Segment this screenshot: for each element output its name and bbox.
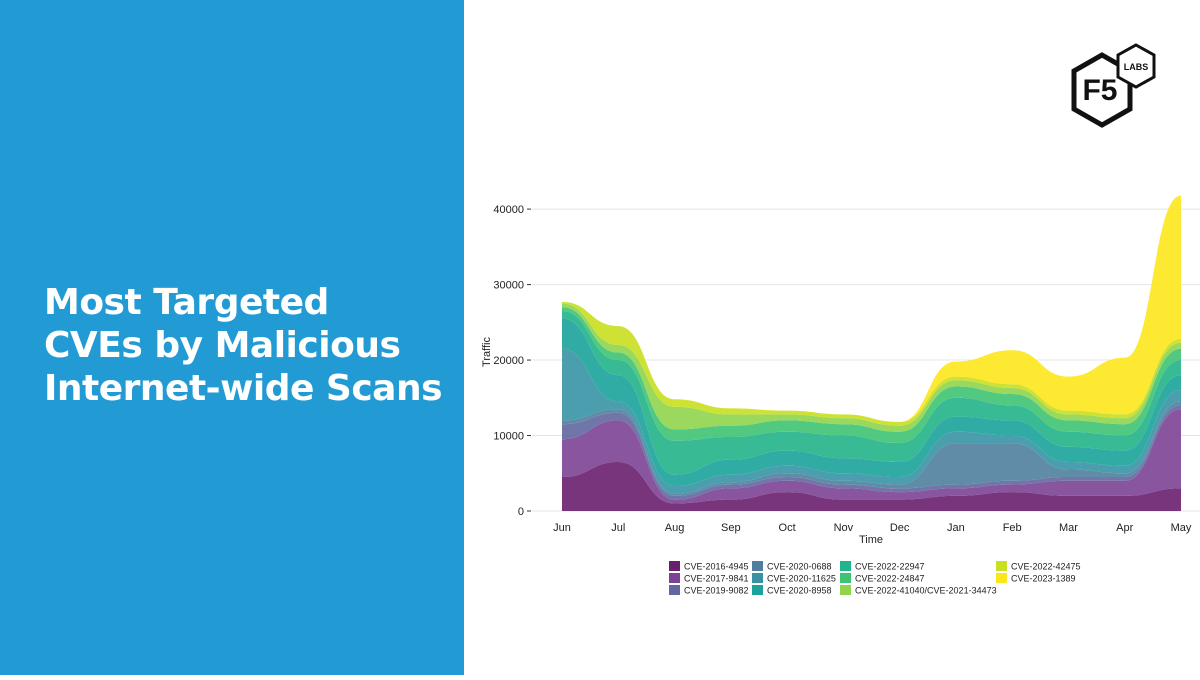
- legend-swatch: [752, 585, 763, 595]
- x-tick-label: Jul: [611, 522, 625, 534]
- x-tick-label: Dec: [890, 522, 910, 534]
- legend-swatch: [840, 573, 851, 583]
- stream-cve-2023-1389: [562, 195, 1181, 422]
- legend-swatch: [752, 561, 763, 571]
- legend-label: CVE-2019-9082: [684, 586, 749, 596]
- stream-cve-2022-22947: [562, 310, 1181, 475]
- x-tick-label: Feb: [1003, 522, 1022, 534]
- legend-label: CVE-2020-0688: [767, 562, 832, 572]
- f5-labs-logo: F5 LABS: [1071, 43, 1156, 128]
- legend-label: CVE-2022-22947: [855, 562, 925, 572]
- y-tick-label: 40000: [493, 204, 524, 216]
- legend-label: CVE-2022-24847: [855, 574, 925, 584]
- legend-swatch: [996, 573, 1007, 583]
- x-tick-label: May: [1171, 522, 1192, 534]
- legend-label: CVE-2023-1389: [1011, 574, 1076, 584]
- legend-swatch: [669, 561, 680, 571]
- legend-label: CVE-2022-41040/CVE-2021-34473: [855, 586, 997, 596]
- stream-cve-2016-4945: [562, 461, 1181, 511]
- title-panel: Most Targeted CVEs by Malicious Internet…: [0, 0, 464, 675]
- legend-swatch: [996, 561, 1007, 571]
- legend-swatch: [669, 573, 680, 583]
- x-tick-label: Aug: [665, 522, 685, 534]
- title-line-2: CVEs by Malicious: [44, 325, 401, 366]
- logo-sub: LABS: [1124, 62, 1149, 72]
- stream-cve-2017-9841: [562, 409, 1181, 504]
- legend-label: CVE-2017-9841: [684, 574, 749, 584]
- x-tick-label: Nov: [834, 522, 854, 534]
- x-tick-label: Apr: [1116, 522, 1133, 534]
- legend-swatch: [669, 585, 680, 595]
- x-tick-label: Jan: [947, 522, 965, 534]
- page-title: Most Targeted CVEs by Malicious Internet…: [44, 281, 454, 410]
- axes: 0 10000 20000 30000 40000 Jun Jul Aug Sep Oct Nov D…: [481, 204, 1192, 546]
- stream-cve-2019-9082: [562, 405, 1181, 500]
- streamgraph-chart: F5 LABS 0 10000 20000 30000 40000 Jun Jul Aug Se…: [481, 43, 1200, 596]
- legend-label: CVE-2020-11625: [767, 574, 836, 584]
- y-tick-label: 10000: [493, 431, 524, 443]
- stream-layers: [562, 195, 1181, 511]
- y-tick-label: 20000: [493, 355, 524, 367]
- legend-label: CVE-2016-4945: [684, 562, 749, 572]
- x-tick-label: Oct: [779, 522, 796, 534]
- y-tick-label: 30000: [493, 280, 524, 292]
- legend-swatch: [752, 573, 763, 583]
- labs-hexagon-icon: [1116, 43, 1156, 89]
- y-axis-label: Traffic: [481, 337, 493, 367]
- y-tick-label: 0: [518, 506, 524, 518]
- x-tick-label: Sep: [721, 522, 741, 534]
- legend: CVE-2016-4945 CVE-2017-9841 CVE-2019-9082 C…: [669, 561, 1081, 596]
- chart-panel: F5 LABS 0 10000 20000 30000 40000 Jun Jul Aug Se…: [464, 0, 1200, 675]
- stream-cve-2022-41040-cve-2021-34473: [562, 303, 1181, 432]
- x-tick-label: Mar: [1059, 522, 1078, 534]
- stream-cve-2020-0688: [562, 401, 1181, 496]
- legend-label: CVE-2020-8958: [767, 586, 832, 596]
- logo-brand: F5: [1082, 74, 1117, 107]
- legend-label: CVE-2022-42475: [1011, 562, 1081, 572]
- stream-cve-2022-24847: [562, 307, 1181, 444]
- legend-swatch: [840, 585, 851, 595]
- x-axis-label: Time: [859, 534, 883, 546]
- title-line-3: Internet-wide Scans: [44, 368, 443, 409]
- legend-swatch: [840, 561, 851, 571]
- x-tick-label: Jun: [553, 522, 571, 534]
- title-line-1: Most Targeted: [44, 282, 329, 323]
